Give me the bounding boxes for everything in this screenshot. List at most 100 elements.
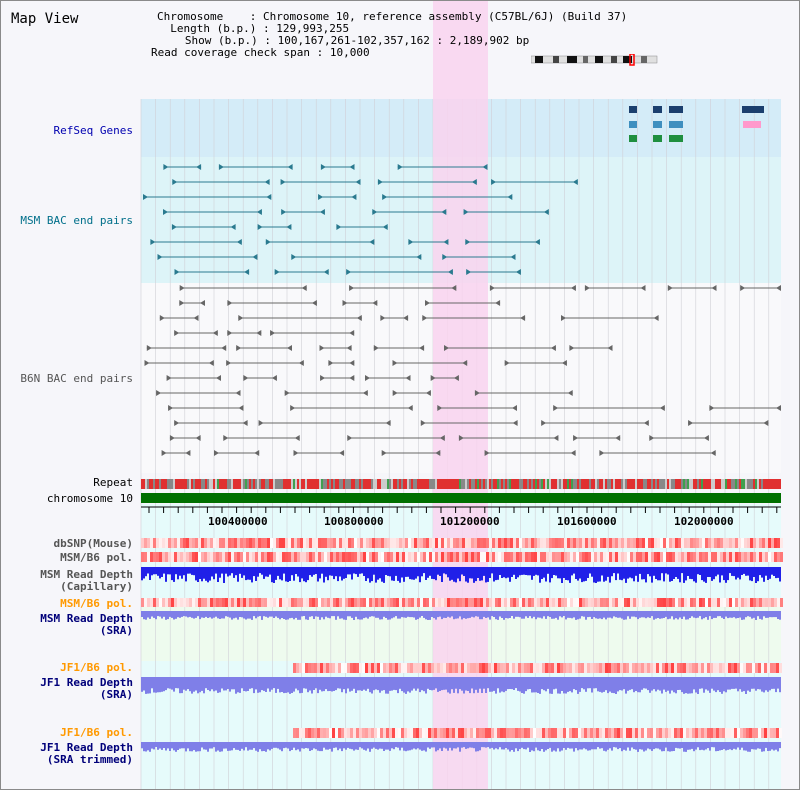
msm-capillary-depth bbox=[177, 567, 179, 580]
jf1-pol-trim-heat bbox=[398, 728, 401, 738]
jf1-sra-depth bbox=[745, 677, 747, 694]
show-value: 100,167,261-102,357,162 : 2,189,902 bp bbox=[277, 34, 530, 47]
msm-capillary-depth bbox=[349, 567, 351, 575]
msm-pol-heat bbox=[408, 552, 411, 562]
dbsnp-heat bbox=[516, 538, 519, 548]
jf1-pol-heat bbox=[554, 663, 557, 673]
msm-bac-end bbox=[319, 209, 325, 215]
coverage-value: 10,000 bbox=[329, 46, 370, 59]
msm-pol-heat bbox=[231, 552, 234, 562]
dbsnp-heat bbox=[471, 538, 474, 548]
msm-capillary-depth bbox=[399, 567, 401, 583]
jf1-trim-depth bbox=[533, 742, 535, 752]
jf1-trim-depth bbox=[313, 742, 315, 749]
jf1-trim-depth bbox=[669, 742, 671, 752]
refseq-gene bbox=[742, 106, 764, 113]
dbsnp-heat bbox=[699, 538, 702, 548]
msm-sra-depth bbox=[255, 611, 257, 619]
chromosome-ideogram[interactable] bbox=[531, 54, 661, 66]
msm-pol-heat bbox=[699, 552, 702, 562]
msm-capillary-depth bbox=[235, 567, 237, 576]
msm-capillary-depth bbox=[255, 567, 257, 581]
jf1-pol-heat bbox=[341, 663, 344, 673]
jf1-pol-trim-heat bbox=[623, 728, 626, 738]
msm-sra-depth bbox=[721, 611, 723, 618]
jf1-pol-heat bbox=[512, 663, 515, 673]
jf1-trim-depth bbox=[727, 742, 729, 750]
msm-sra-depth bbox=[337, 611, 339, 617]
jf1-pol-trim-heat bbox=[374, 728, 377, 738]
dbsnp-heat bbox=[219, 538, 222, 548]
dbsnp-heat bbox=[177, 538, 180, 548]
msm-sra-depth bbox=[389, 611, 391, 620]
dbsnp-heat bbox=[537, 538, 540, 548]
dbsnp-heat bbox=[258, 538, 261, 548]
msm-capillary-depth bbox=[259, 567, 261, 574]
msm-sra-depth bbox=[435, 611, 437, 620]
msm-pol-sra-heat bbox=[162, 598, 165, 607]
jf1-depth-sra-line2: (SRA) bbox=[99, 688, 133, 701]
b6n-bac-end bbox=[349, 330, 355, 336]
dbsnp-heat bbox=[600, 538, 603, 548]
repeat-segment bbox=[315, 479, 317, 489]
msm-pol-sra-heat bbox=[282, 598, 285, 607]
repeat-segment bbox=[141, 479, 143, 489]
msm-capillary-depth bbox=[445, 567, 447, 575]
repeat-segment bbox=[249, 479, 251, 489]
repeat-segment bbox=[733, 479, 735, 489]
jf1-pol-heat bbox=[500, 663, 503, 673]
jf1-trim-depth bbox=[441, 742, 443, 751]
msm-pol-sra-heat bbox=[660, 598, 663, 607]
msm-pol-sra-heat bbox=[318, 598, 321, 607]
dbsnp-heat bbox=[696, 538, 699, 548]
jf1-sra-depth bbox=[479, 677, 481, 689]
jf1-trim-depth bbox=[597, 742, 599, 748]
msm-sra-depth bbox=[487, 611, 489, 618]
msm-sra-depth bbox=[465, 611, 467, 619]
jf1-trim-depth bbox=[459, 742, 461, 752]
jf1-sra-depth bbox=[353, 677, 355, 689]
jf1-sra-depth bbox=[683, 677, 685, 694]
msm-sra-depth bbox=[691, 611, 693, 617]
repeat-segment bbox=[341, 479, 343, 489]
jf1-trim-depth bbox=[425, 742, 427, 752]
msm-pol-sra-heat bbox=[309, 598, 312, 607]
jf1-sra-depth bbox=[205, 677, 207, 689]
msm-pol-heat bbox=[687, 552, 690, 562]
jf1-sra-depth bbox=[755, 677, 757, 691]
msm-capillary-depth bbox=[615, 567, 617, 581]
repeat-segment bbox=[511, 479, 513, 489]
repeat-segment bbox=[191, 479, 193, 489]
msm-capillary-depth bbox=[497, 567, 499, 580]
jf1-trim-depth bbox=[607, 742, 609, 750]
jf1-trim-depth bbox=[613, 742, 615, 748]
b6n-bac-end bbox=[553, 405, 559, 411]
msm-depth-sra-line1: MSM Read Depth bbox=[40, 612, 133, 625]
msm-pol-heat bbox=[351, 552, 354, 562]
jf1-sra-depth bbox=[459, 677, 461, 690]
msm-capillary-depth bbox=[741, 567, 743, 575]
msm-capillary-depth bbox=[513, 567, 515, 575]
b6n-bac-end bbox=[216, 375, 221, 381]
b6n-bac-end bbox=[425, 390, 431, 396]
msm-capillary-depth bbox=[313, 567, 315, 575]
jf1-pol-trim-heat bbox=[365, 728, 368, 738]
msm-capillary-depth bbox=[653, 567, 655, 576]
repeat-segment bbox=[219, 479, 221, 489]
repeat-segment bbox=[397, 479, 399, 489]
jf1-pol-heat bbox=[491, 663, 494, 673]
jf1-trim-depth bbox=[315, 742, 317, 750]
msm-sra-depth bbox=[409, 611, 411, 618]
msm-sra-depth bbox=[227, 611, 229, 617]
axis-tick-label: 101600000 bbox=[557, 515, 617, 528]
jf1-pol-heat bbox=[611, 663, 614, 673]
jf1-sra-depth bbox=[403, 677, 405, 693]
dbsnp-heat bbox=[360, 538, 363, 548]
b6n-bac-end bbox=[512, 405, 517, 411]
msm-sra-depth bbox=[399, 611, 401, 619]
msm-sra-depth bbox=[163, 611, 165, 617]
jf1-sra-depth bbox=[685, 677, 687, 694]
msm-pol-heat bbox=[549, 552, 552, 562]
dbsnp-heat bbox=[342, 538, 345, 548]
dbsnp-heat bbox=[738, 538, 741, 548]
